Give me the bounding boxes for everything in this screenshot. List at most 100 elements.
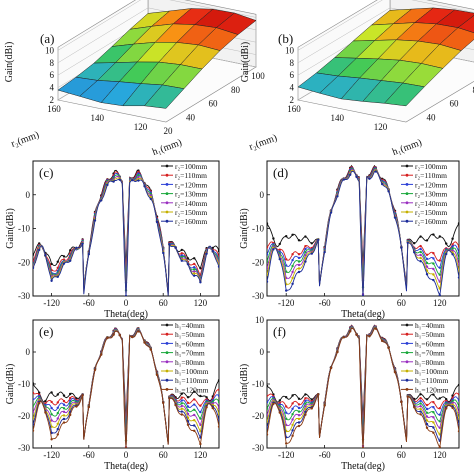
series-marker — [438, 294, 441, 296]
series-marker — [278, 399, 281, 402]
line-panel-c: -120 -60 0 60 120 0 -10 -20 -30 Theta(deg) Gain(dB… — [5, 160, 220, 320]
series-marker — [297, 270, 301, 274]
legend-marker — [405, 323, 409, 327]
series-marker — [438, 413, 441, 416]
x-tick-label: 0 — [361, 298, 366, 308]
series-marker — [272, 402, 275, 406]
series-marker — [69, 259, 72, 262]
series-marker — [272, 248, 275, 251]
legend-marker — [165, 210, 169, 214]
series-marker — [278, 411, 281, 414]
y-tick-label: -10 — [252, 379, 264, 389]
legend-marker — [165, 164, 169, 168]
series-marker — [149, 348, 152, 351]
series-marker — [425, 407, 429, 411]
series-marker — [400, 400, 403, 404]
series-marker — [349, 173, 352, 176]
legend-marker — [165, 342, 169, 345]
series-marker — [304, 402, 307, 405]
series-marker — [432, 267, 435, 271]
legend-marker — [165, 332, 169, 336]
h1-axis-title: h₁(mm) — [391, 137, 424, 158]
y-tick-label: 10 — [255, 315, 265, 325]
y-tick-label: -20 — [18, 257, 30, 267]
series-marker — [432, 431, 435, 434]
series-marker — [438, 273, 441, 276]
series-marker — [355, 333, 358, 336]
series-marker — [291, 418, 294, 421]
series-marker — [62, 394, 66, 397]
series-marker — [285, 235, 288, 238]
x-tick-label: 120 — [194, 450, 208, 460]
series-marker — [285, 442, 288, 445]
series-marker — [193, 390, 196, 393]
y-tick-label: -20 — [18, 411, 30, 421]
series-marker — [457, 245, 459, 248]
legend-marker — [405, 210, 409, 214]
series-marker — [155, 220, 159, 224]
h1-tick-label: 60 — [209, 99, 219, 109]
series-marker — [56, 406, 59, 409]
series-marker — [329, 211, 333, 214]
series-marker — [217, 388, 219, 391]
series-marker — [432, 262, 435, 265]
series-marker — [62, 417, 66, 421]
series-marker — [180, 252, 183, 255]
series-marker — [291, 258, 294, 262]
line-panel-f: -120 -60 0 60 120 10 0 -10 -20 -30 Theta(deg) Gain(… — [239, 315, 460, 472]
series-marker — [33, 417, 35, 420]
series-marker — [310, 242, 313, 245]
x-tick-label: 0 — [124, 450, 129, 460]
series-marker — [62, 407, 66, 410]
h1-tick-label: 40 — [186, 112, 196, 122]
series-marker — [278, 403, 281, 406]
legend-marker — [165, 323, 169, 327]
series-marker — [317, 393, 320, 396]
series-marker — [297, 239, 301, 242]
series-marker — [297, 406, 301, 410]
series-marker — [406, 241, 409, 244]
series-marker — [33, 429, 35, 432]
series-marker — [137, 179, 140, 182]
legend-marker — [405, 360, 409, 364]
series-marker — [217, 400, 219, 404]
series-marker — [124, 294, 128, 296]
legend-marker — [405, 183, 409, 186]
legend-label: r₂=160mm — [175, 217, 207, 226]
series-marker — [69, 392, 72, 396]
x-tick-label: 60 — [397, 298, 407, 308]
series-marker — [387, 346, 390, 350]
series-marker — [304, 251, 307, 254]
series-marker — [149, 197, 152, 201]
legend-marker — [405, 369, 409, 373]
series-marker — [457, 405, 459, 408]
series-marker — [62, 262, 66, 265]
series-marker — [297, 260, 301, 263]
x-tick-label: 120 — [433, 298, 447, 308]
series-marker — [186, 416, 190, 419]
series-marker — [193, 268, 196, 271]
series-marker — [193, 398, 196, 401]
series-marker — [186, 423, 190, 426]
series-marker — [342, 178, 345, 181]
series-marker — [285, 405, 288, 408]
series-marker — [186, 405, 190, 408]
series-marker — [323, 404, 326, 407]
series-marker — [131, 335, 134, 339]
series-marker — [297, 424, 301, 428]
series-marker — [291, 402, 294, 405]
r2-tick-label: 160 — [47, 104, 61, 114]
series-marker — [291, 264, 294, 268]
y-tick-label: 0 — [260, 190, 265, 200]
legend-label: r₂=140mm — [415, 199, 447, 208]
series-marker — [267, 253, 269, 256]
h1-tick-label: 80 — [473, 85, 474, 95]
y-tick-label: -30 — [252, 443, 264, 453]
line-panel-d: -120 -60 0 60 120 0 -10 -20 -30 Theta(deg) Gain(dB… — [239, 160, 460, 320]
z-tick-label: 4 — [50, 83, 55, 93]
series-marker — [438, 235, 441, 238]
series-marker — [93, 368, 97, 372]
series-marker — [267, 401, 269, 404]
z-gridline — [297, 0, 474, 51]
series-marker — [143, 185, 146, 188]
